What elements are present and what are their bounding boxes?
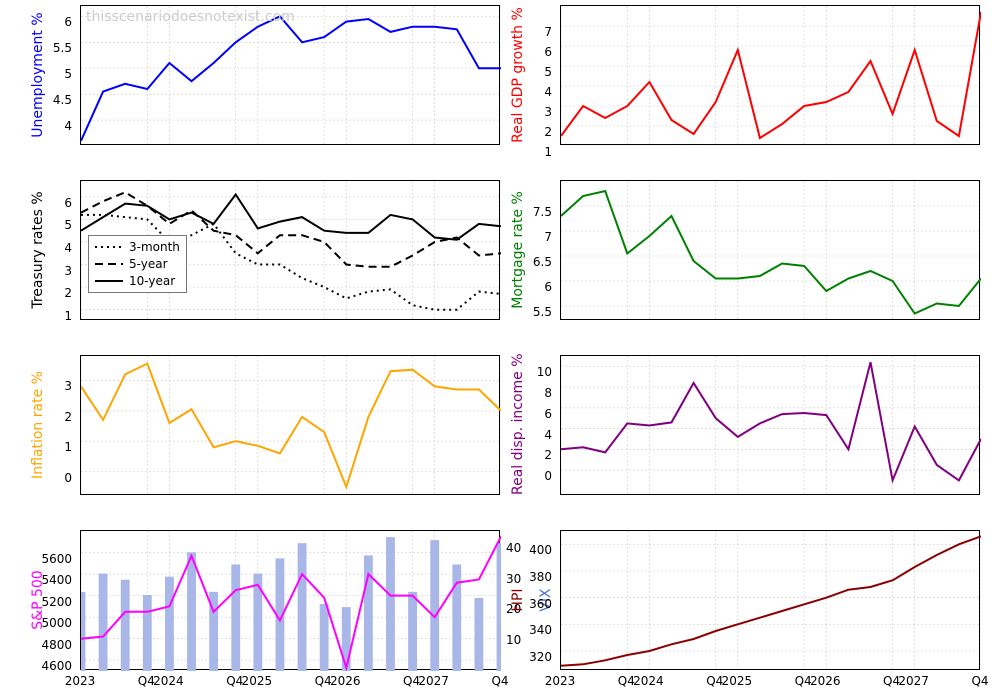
- xtick-label: 2027: [418, 674, 449, 688]
- ylabel-treasury: Treasury rates %: [30, 180, 46, 320]
- ylabel-gdp: Real GDP growth %: [510, 5, 526, 145]
- xtick-label: 2024: [633, 674, 664, 688]
- legend-entry: 3-month: [95, 239, 180, 256]
- xtick-label: 2024: [153, 674, 184, 688]
- legend-label: 3-month: [129, 239, 180, 256]
- xtick-label: 2027: [898, 674, 929, 688]
- bar-vix: [298, 543, 307, 671]
- xtick-label: 2026: [810, 674, 841, 688]
- series-treasury-10y: [81, 195, 501, 240]
- ylabel-hpi: HPI: [510, 530, 526, 670]
- bar-vix: [165, 577, 174, 671]
- series-inflation: [81, 364, 501, 487]
- panel-unemployment: [80, 5, 500, 145]
- bar-vix: [408, 592, 417, 671]
- bar-vix: [143, 595, 152, 671]
- panel-hpi: [560, 530, 980, 670]
- bar-vix: [342, 607, 351, 671]
- bar-vix: [497, 543, 501, 671]
- xtick-label: 2023: [65, 674, 96, 688]
- xtick-label: 2026: [330, 674, 361, 688]
- bar-vix: [99, 574, 108, 671]
- bar-vix: [81, 592, 85, 671]
- panel-income: [560, 355, 980, 495]
- ylabel-inflation: Inflation rate %: [30, 355, 46, 495]
- chart-svg-sp500: [81, 531, 501, 671]
- chart-svg-gdp: [561, 6, 981, 146]
- ylabel-mortgage: Mortgage rate %: [510, 180, 526, 320]
- bar-vix: [452, 564, 461, 671]
- legend-label: 5-year: [129, 256, 168, 273]
- bar-vix: [231, 564, 240, 671]
- panel-sp500: [80, 530, 500, 670]
- bar-vix: [474, 598, 483, 671]
- ylabel-unemployment: Unemployment %: [30, 5, 46, 145]
- bar-vix: [187, 552, 196, 671]
- bar-vix: [430, 540, 439, 671]
- panel-inflation: [80, 355, 500, 495]
- chart-svg-income: [561, 356, 981, 496]
- figure: 44.555.56Unemployment %thisscenariodoesn…: [0, 0, 1007, 692]
- ylabel-income: Real disp. income %: [510, 355, 526, 495]
- series-gdp: [561, 12, 981, 138]
- bar-vix: [320, 604, 329, 671]
- panel-gdp: [560, 5, 980, 145]
- xtick-label: Q4: [971, 674, 988, 688]
- chart-svg-hpi: [561, 531, 981, 671]
- chart-svg-inflation: [81, 356, 501, 496]
- xtick-label: 2025: [242, 674, 273, 688]
- legend-label: 10-year: [129, 273, 175, 290]
- xtick-label: Q4: [491, 674, 508, 688]
- chart-svg-unemployment: [81, 6, 501, 146]
- series-unemployment: [81, 16, 501, 140]
- legend-entry: 10-year: [95, 273, 180, 290]
- bar-vix: [386, 537, 395, 671]
- series-income: [561, 362, 981, 480]
- legend-entry: 5-year: [95, 256, 180, 273]
- series-mortgage: [561, 191, 981, 314]
- bar-vix: [121, 580, 130, 671]
- panel-mortgage: [560, 180, 980, 320]
- xtick-label: 2025: [722, 674, 753, 688]
- legend-treasury: 3-month5-year10-year: [88, 235, 187, 293]
- ylabel-sp500: S&P 500: [30, 530, 46, 670]
- chart-svg-mortgage: [561, 181, 981, 321]
- series-hpi: [561, 536, 981, 665]
- xtick-label: 2023: [545, 674, 576, 688]
